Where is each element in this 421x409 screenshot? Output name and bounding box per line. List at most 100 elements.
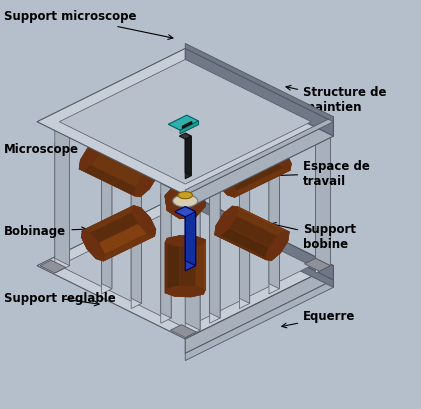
Polygon shape (165, 183, 205, 218)
Polygon shape (239, 169, 250, 303)
Polygon shape (131, 169, 141, 303)
Polygon shape (232, 206, 289, 232)
Polygon shape (161, 183, 171, 318)
Polygon shape (165, 183, 205, 217)
Polygon shape (165, 236, 205, 247)
Polygon shape (165, 103, 205, 114)
Polygon shape (165, 286, 205, 297)
Polygon shape (96, 234, 155, 261)
Polygon shape (180, 121, 199, 134)
Polygon shape (185, 200, 200, 337)
Polygon shape (135, 167, 158, 197)
Text: Support reglable: Support reglable (4, 292, 116, 306)
Polygon shape (40, 260, 66, 273)
Polygon shape (175, 207, 196, 217)
Polygon shape (174, 194, 200, 207)
Polygon shape (94, 150, 157, 189)
Polygon shape (178, 191, 192, 199)
Polygon shape (165, 238, 167, 293)
Polygon shape (185, 72, 200, 209)
Text: Bobinage: Bobinage (4, 225, 86, 238)
Text: Support
bobine: Support bobine (271, 222, 356, 251)
Polygon shape (175, 113, 191, 169)
Polygon shape (99, 218, 156, 254)
Polygon shape (185, 136, 191, 179)
Polygon shape (165, 196, 167, 209)
Polygon shape (175, 184, 191, 187)
Polygon shape (87, 224, 147, 259)
Polygon shape (185, 122, 333, 209)
Polygon shape (191, 184, 203, 193)
Polygon shape (227, 168, 290, 198)
Polygon shape (167, 236, 180, 289)
Polygon shape (223, 206, 284, 239)
Polygon shape (239, 174, 250, 308)
Polygon shape (234, 164, 291, 198)
Polygon shape (185, 192, 333, 280)
Polygon shape (220, 228, 281, 261)
Polygon shape (266, 231, 289, 261)
Polygon shape (230, 152, 291, 191)
Polygon shape (79, 140, 102, 170)
Polygon shape (37, 192, 333, 339)
Text: Espace de
travail: Espace de travail (269, 160, 370, 187)
Polygon shape (81, 205, 134, 237)
Polygon shape (173, 195, 198, 207)
Polygon shape (185, 266, 333, 353)
Polygon shape (196, 206, 205, 217)
Polygon shape (185, 117, 333, 195)
Polygon shape (268, 139, 291, 171)
Polygon shape (269, 159, 280, 294)
Polygon shape (213, 146, 274, 185)
Text: Support microscope: Support microscope (4, 10, 173, 39)
Polygon shape (165, 197, 167, 211)
Polygon shape (180, 236, 196, 286)
Polygon shape (179, 133, 191, 139)
Polygon shape (165, 243, 175, 297)
Polygon shape (133, 205, 156, 236)
Polygon shape (165, 157, 205, 169)
Polygon shape (229, 216, 288, 253)
Polygon shape (196, 236, 205, 290)
Polygon shape (180, 103, 196, 158)
Polygon shape (191, 183, 203, 192)
Polygon shape (59, 59, 311, 184)
Polygon shape (196, 103, 205, 161)
Polygon shape (165, 184, 205, 219)
Polygon shape (81, 212, 138, 249)
Polygon shape (83, 205, 141, 233)
Polygon shape (180, 217, 196, 219)
Polygon shape (185, 193, 200, 330)
Polygon shape (215, 226, 267, 260)
Polygon shape (185, 280, 333, 361)
Polygon shape (215, 235, 272, 261)
Polygon shape (101, 154, 112, 289)
Polygon shape (167, 209, 180, 218)
Polygon shape (203, 240, 205, 294)
Polygon shape (203, 192, 205, 206)
Polygon shape (101, 159, 112, 294)
Polygon shape (55, 136, 69, 273)
Polygon shape (80, 148, 143, 187)
Polygon shape (101, 141, 158, 177)
Polygon shape (185, 207, 196, 266)
Polygon shape (213, 139, 277, 169)
Polygon shape (85, 162, 149, 197)
Polygon shape (165, 110, 175, 168)
Polygon shape (185, 43, 333, 122)
Polygon shape (185, 212, 196, 271)
Polygon shape (185, 48, 333, 136)
Polygon shape (316, 129, 330, 266)
Polygon shape (203, 107, 205, 166)
Polygon shape (210, 183, 220, 318)
Polygon shape (215, 206, 238, 236)
Polygon shape (165, 186, 175, 197)
Polygon shape (90, 208, 150, 243)
Text: Structure de
maintien: Structure de maintien (286, 85, 386, 114)
Polygon shape (79, 160, 136, 196)
Polygon shape (191, 244, 203, 297)
Polygon shape (79, 169, 140, 197)
Polygon shape (167, 103, 180, 160)
Polygon shape (180, 216, 196, 218)
Polygon shape (97, 140, 158, 168)
